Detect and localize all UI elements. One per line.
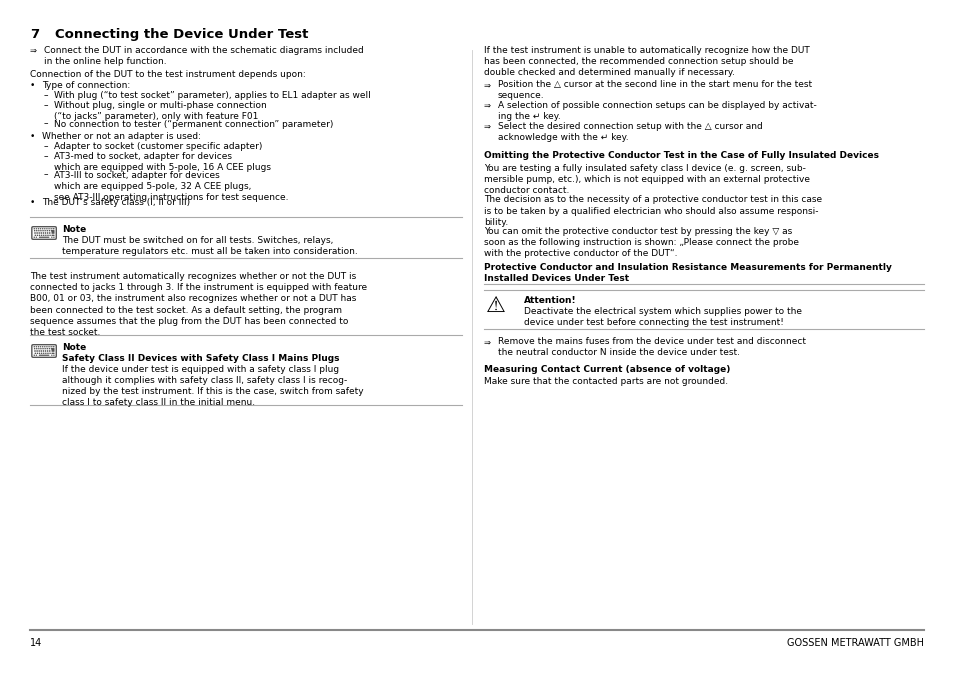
Text: –: –: [44, 101, 49, 110]
Text: –: –: [44, 171, 49, 179]
Text: –: –: [44, 91, 49, 100]
Text: Remove the mains fuses from the device under test and disconnect
the neutral con: Remove the mains fuses from the device u…: [497, 337, 805, 357]
Text: •: •: [30, 198, 35, 207]
Text: Adapter to socket (customer specific adapter): Adapter to socket (customer specific ada…: [54, 142, 262, 151]
Text: ⇒: ⇒: [30, 46, 37, 55]
Text: The DUT must be switched on for all tests. Switches, relays,
temperature regulat: The DUT must be switched on for all test…: [62, 236, 357, 255]
Text: ⇒: ⇒: [483, 121, 491, 131]
Text: Connection of the DUT to the test instrument depends upon:: Connection of the DUT to the test instru…: [30, 69, 305, 79]
Text: The DUT’s safety class (I, II or III): The DUT’s safety class (I, II or III): [42, 198, 190, 207]
Text: ⌨: ⌨: [30, 343, 58, 362]
Text: No connection to tester (“permanent connection” parameter): No connection to tester (“permanent conn…: [54, 119, 333, 129]
Text: The decision as to the necessity of a protective conductor test in this case
is : The decision as to the necessity of a pr…: [483, 195, 821, 226]
Text: Safety Class II Devices with Safety Class I Mains Plugs: Safety Class II Devices with Safety Clas…: [62, 354, 339, 363]
Text: –: –: [44, 142, 49, 151]
Text: ⚠: ⚠: [485, 296, 505, 316]
Text: Omitting the Protective Conductor Test in the Case of Fully Insulated Devices: Omitting the Protective Conductor Test i…: [483, 151, 878, 160]
Text: Note: Note: [62, 343, 86, 352]
Text: Connect the DUT in accordance with the schematic diagrams included
in the online: Connect the DUT in accordance with the s…: [44, 46, 363, 66]
Text: GOSSEN METRAWATT GMBH: GOSSEN METRAWATT GMBH: [786, 638, 923, 648]
Text: You can omit the protective conductor test by pressing the key ▽ as
soon as the : You can omit the protective conductor te…: [483, 226, 799, 258]
Text: ⇒: ⇒: [483, 101, 491, 110]
Text: •: •: [30, 82, 35, 90]
Text: –: –: [44, 152, 49, 161]
Text: Connecting the Device Under Test: Connecting the Device Under Test: [55, 28, 308, 41]
Text: –: –: [44, 119, 49, 129]
Text: Select the desired connection setup with the △ cursor and
acknowledge with the ↵: Select the desired connection setup with…: [497, 121, 762, 142]
Text: With plug (“to test socket” parameter), applies to EL1 adapter as well: With plug (“to test socket” parameter), …: [54, 91, 371, 100]
Text: ⇒: ⇒: [483, 80, 491, 90]
Text: ⇒: ⇒: [483, 337, 491, 346]
Text: Attention!: Attention!: [523, 296, 576, 305]
Text: Note: Note: [62, 225, 86, 234]
Text: Without plug, single or multi-phase connection
(“to jacks” parameter), only with: Without plug, single or multi-phase conn…: [54, 101, 267, 121]
Text: Whether or not an adapter is used:: Whether or not an adapter is used:: [42, 132, 201, 142]
Text: AT3-III to socket, adapter for devices
which are equipped 5-pole, 32 A CEE plugs: AT3-III to socket, adapter for devices w…: [54, 171, 288, 202]
Text: ⌨: ⌨: [30, 225, 58, 244]
Text: Make sure that the contacted parts are not grounded.: Make sure that the contacted parts are n…: [483, 377, 727, 386]
Text: AT3-med to socket, adapter for devices
which are equipped with 5-pole, 16 A CEE : AT3-med to socket, adapter for devices w…: [54, 152, 271, 172]
Text: If the device under test is equipped with a safety class I plug
although it comp: If the device under test is equipped wit…: [62, 365, 363, 407]
Text: Measuring Contact Current (absence of voltage): Measuring Contact Current (absence of vo…: [483, 365, 730, 374]
Text: •: •: [30, 132, 35, 142]
Text: Deactivate the electrical system which supplies power to the
device under test b: Deactivate the electrical system which s…: [523, 307, 801, 327]
Text: You are testing a fully insulated safety class I device (e. g. screen, sub-
mers: You are testing a fully insulated safety…: [483, 164, 809, 195]
Text: 7: 7: [30, 28, 39, 41]
Text: If the test instrument is unable to automatically recognize how the DUT
has been: If the test instrument is unable to auto…: [483, 46, 809, 78]
Text: Type of connection:: Type of connection:: [42, 82, 131, 90]
Text: A selection of possible connection setups can be displayed by activat-
ing the ↵: A selection of possible connection setup…: [497, 101, 816, 121]
Text: Protective Conductor and Insulation Resistance Measurements for Permanently
Inst: Protective Conductor and Insulation Resi…: [483, 264, 891, 283]
Text: The test instrument automatically recognizes whether or not the DUT is
connected: The test instrument automatically recogn…: [30, 272, 367, 337]
Text: 14: 14: [30, 638, 42, 648]
Text: Position the △ cursor at the second line in the start menu for the test
sequence: Position the △ cursor at the second line…: [497, 80, 811, 100]
